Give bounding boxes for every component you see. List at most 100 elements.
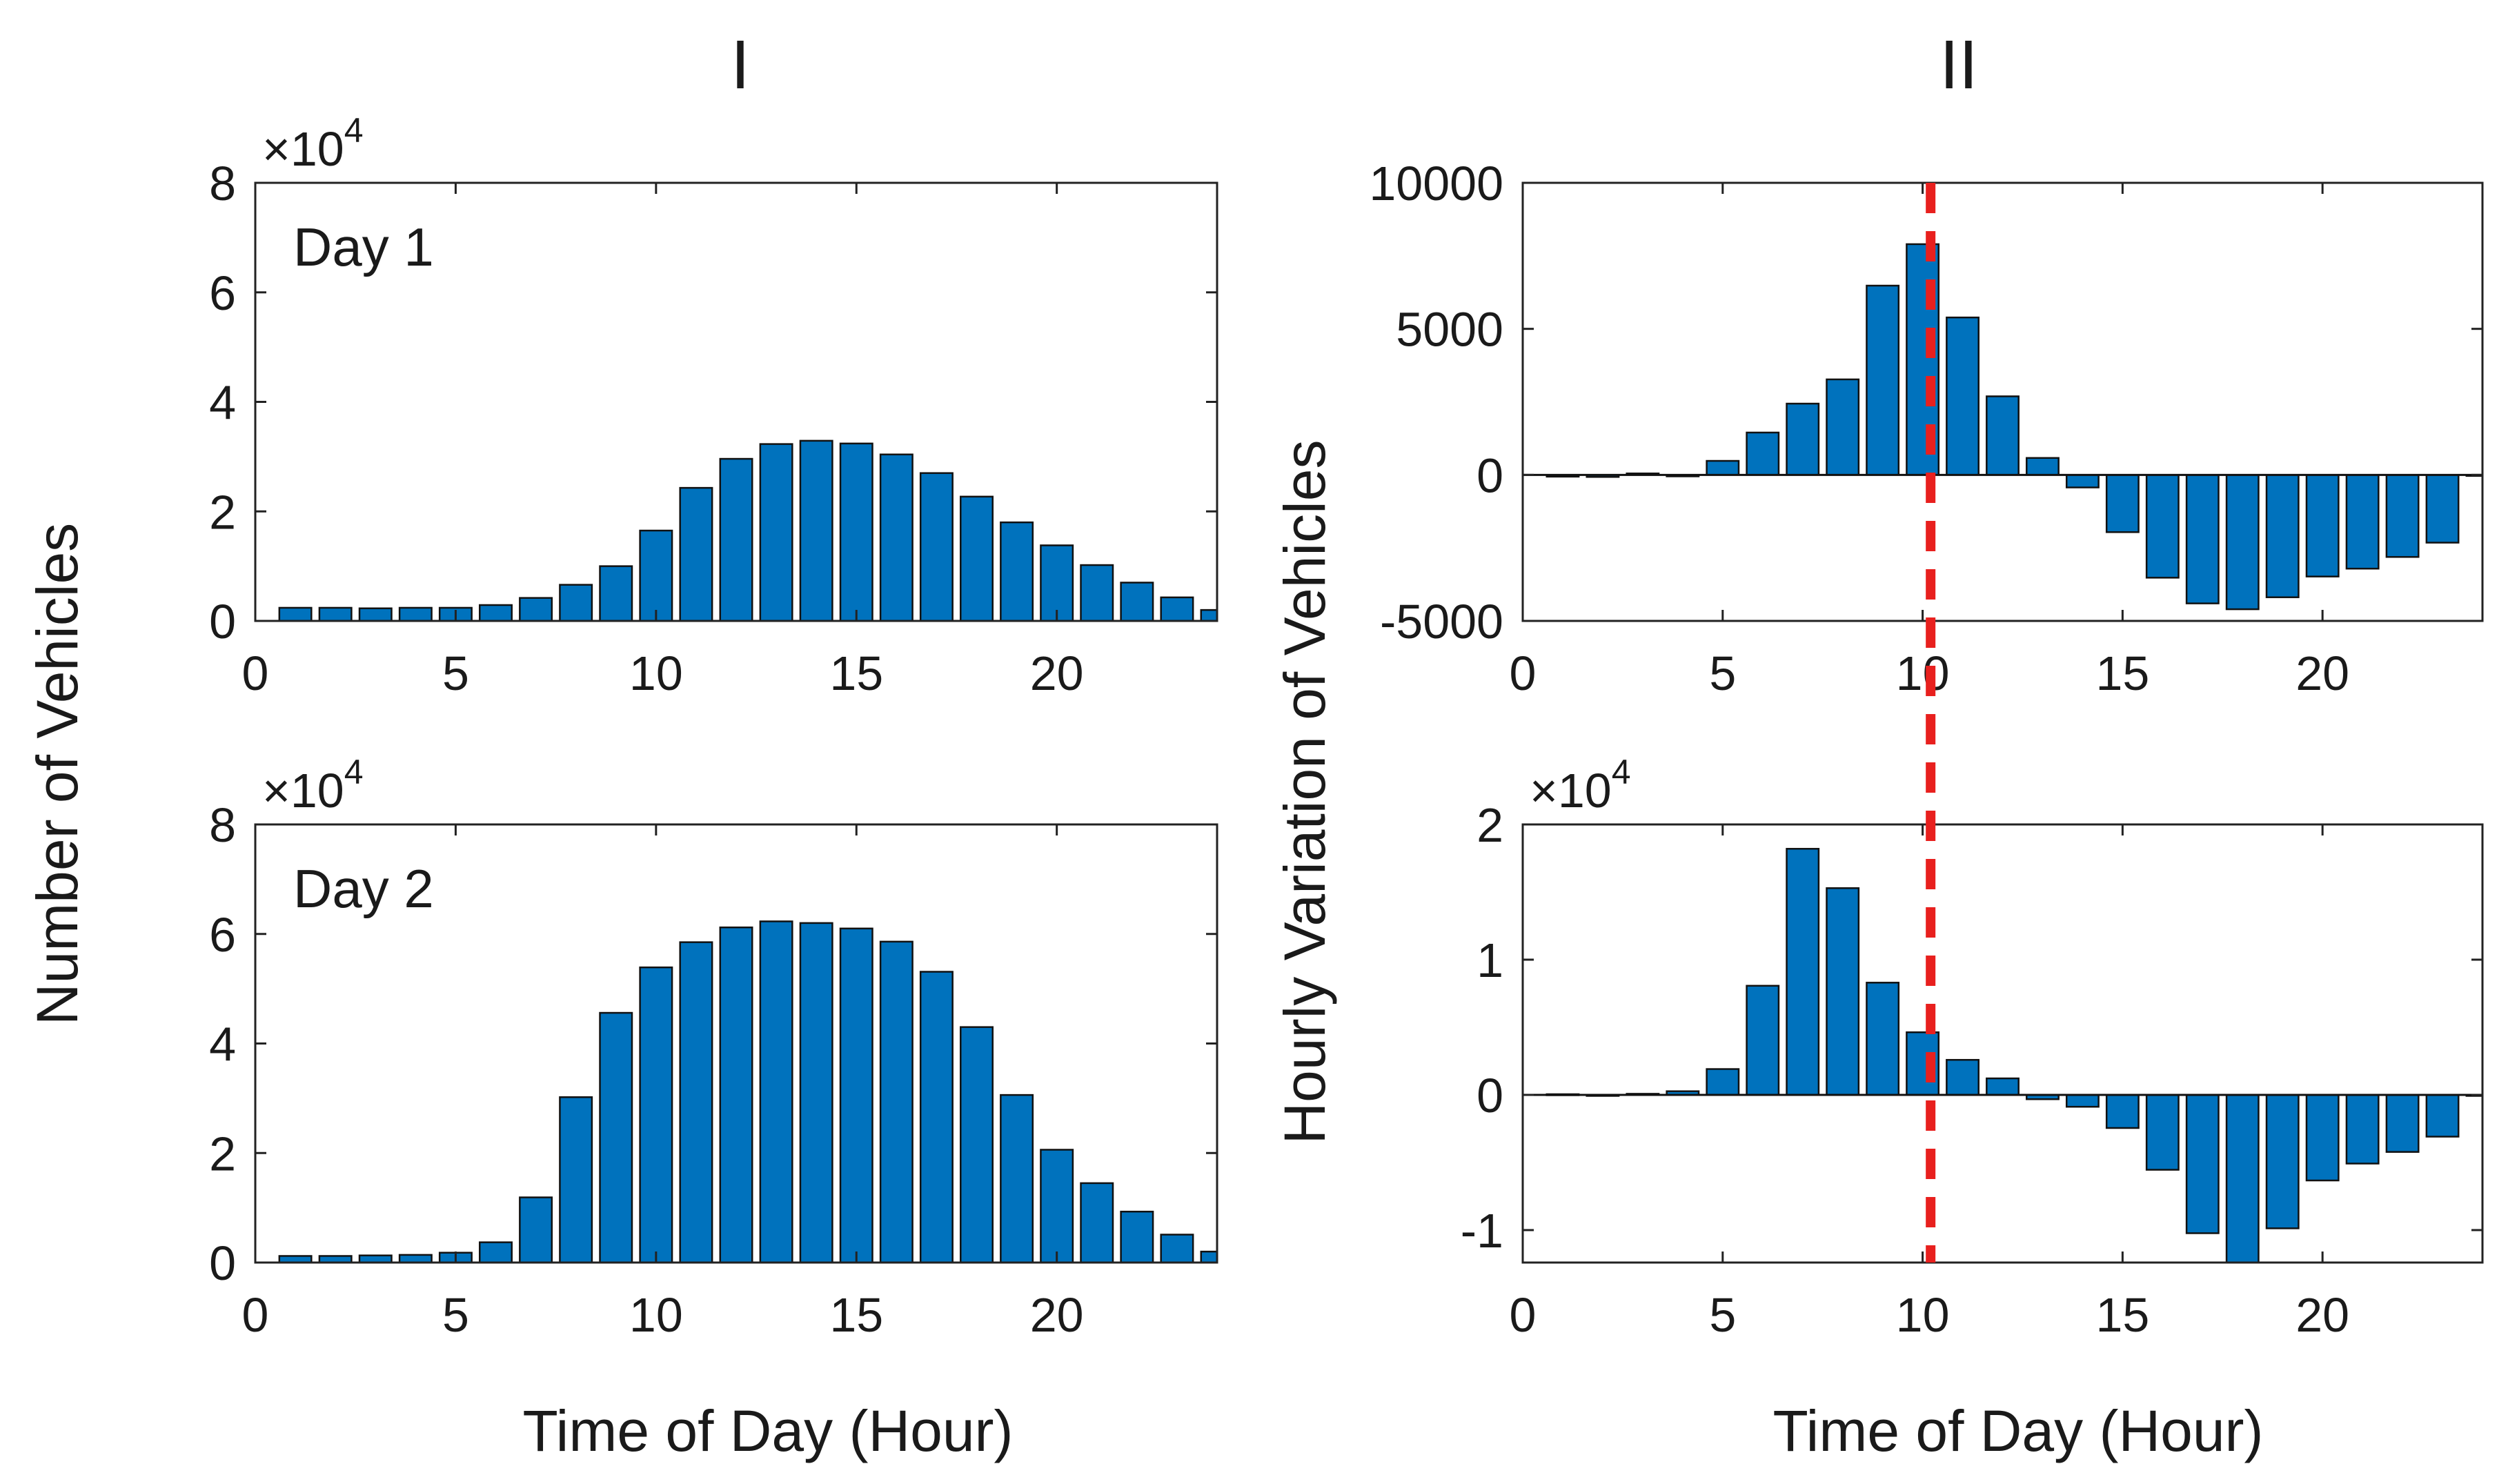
axes-frame — [1521, 823, 2484, 1264]
bar-hour-23 — [1160, 1234, 1194, 1263]
bar-hour-12 — [1986, 395, 2020, 476]
bar-hour-6 — [1746, 985, 1780, 1096]
x-tick-label: 10 — [1896, 646, 1950, 700]
x-tick-label: 15 — [2095, 1288, 2149, 1342]
y-tick-label: 8 — [209, 798, 236, 852]
bar-hour-6 — [1746, 431, 1780, 476]
xlabel-left: Time of Day (Hour) — [522, 1398, 1013, 1463]
bar-hour-14 — [2065, 474, 2100, 488]
bar-hour-5 — [1706, 459, 1740, 476]
bar-hour-12 — [719, 926, 753, 1263]
bar-hour-19 — [2265, 1094, 2300, 1229]
bar-hour-13 — [759, 920, 793, 1263]
bar-hour-2 — [318, 606, 353, 621]
bar-hour-17 — [2185, 1094, 2220, 1234]
bar-hour-1 — [278, 606, 313, 621]
bar-hour-9 — [599, 565, 633, 621]
bar-hour-7 — [1786, 848, 1820, 1096]
y-tick-label: 0 — [209, 1236, 236, 1290]
y-tick-label: 2 — [1477, 798, 1503, 852]
y-tick-label: 6 — [209, 266, 236, 320]
x-tick-label: 0 — [1510, 1288, 1537, 1342]
bar-hour-7 — [519, 1196, 553, 1263]
y-tick-label: 5000 — [1396, 303, 1503, 357]
bar-hour-3 — [358, 1254, 393, 1263]
bar-hour-15 — [2105, 1094, 2140, 1129]
column-title-ii: II — [1939, 26, 1978, 103]
x-tick-label: 10 — [629, 646, 683, 700]
y-tick-label: 1 — [1477, 933, 1503, 987]
bar-hour-18 — [960, 495, 994, 621]
y-tick-label: 0 — [209, 595, 236, 649]
bar-hour-18 — [2225, 1094, 2260, 1263]
bar-hour-3 — [358, 607, 393, 621]
y-exponent-power: 4 — [1612, 753, 1631, 791]
bar-hour-11 — [679, 941, 713, 1263]
y-tick-label: 0 — [1477, 1069, 1503, 1122]
bar-hour-22 — [2385, 474, 2420, 558]
bar-hour-24 — [1200, 1250, 1217, 1263]
bar-hour-16 — [2145, 474, 2180, 579]
y-tick-label: 0 — [1477, 448, 1503, 502]
plot-area — [1523, 824, 2482, 1263]
bar-hour-21 — [2345, 474, 2380, 570]
y-tick-label: 8 — [209, 157, 236, 210]
bar-hour-13 — [2026, 457, 2060, 476]
bar-hour-9 — [1866, 284, 1900, 476]
bar-hour-24 — [1200, 609, 1217, 621]
panel-annotation: Day 1 — [293, 217, 434, 277]
y-tick-label: 6 — [209, 908, 236, 962]
bar-hour-9 — [1866, 982, 1900, 1096]
x-tick-label: 10 — [1896, 1288, 1950, 1342]
ylabel-right: Hourly Variation of Vehicles — [1272, 440, 1337, 1145]
x-tick-label: 20 — [2295, 646, 2349, 700]
x-tick-label: 0 — [242, 1288, 269, 1342]
bar-hour-16 — [879, 453, 914, 621]
bar-hour-17 — [919, 971, 954, 1263]
bar-hour-14 — [2065, 1094, 2100, 1108]
bar-hour-21 — [1080, 1182, 1114, 1263]
bar-hour-7 — [519, 597, 553, 621]
bar-hour-5 — [1706, 1068, 1740, 1096]
x-tick-label: 5 — [1709, 1288, 1736, 1342]
bar-hour-14 — [799, 439, 833, 621]
bar-hour-21 — [1080, 564, 1114, 621]
bar-hour-20 — [1040, 544, 1074, 621]
y-tick-label: 2 — [209, 1127, 236, 1180]
column-title-i: I — [731, 26, 750, 103]
x-tick-label: 20 — [1030, 646, 1084, 700]
y-tick-label: 2 — [209, 485, 236, 539]
ylabel-left: Number of Vehicles — [25, 523, 90, 1025]
bar-hour-8 — [1826, 887, 1860, 1096]
bar-hour-8 — [559, 584, 593, 621]
bar-hour-7 — [1786, 402, 1820, 476]
bar-hour-22 — [1120, 1210, 1154, 1263]
bar-hour-21 — [2345, 1094, 2380, 1165]
bar-hour-8 — [559, 1096, 593, 1263]
y-exponent-label: ×104 — [262, 111, 364, 176]
bar-hour-23 — [1160, 596, 1194, 621]
bar-hour-19 — [2265, 474, 2300, 598]
x-tick-label: 5 — [442, 646, 469, 700]
y-exponent-power: 4 — [344, 111, 364, 150]
bar-hour-6 — [479, 1241, 513, 1263]
bar-hour-15 — [839, 927, 873, 1263]
bar-hour-4 — [398, 1254, 433, 1263]
x-tick-label: 5 — [442, 1288, 469, 1342]
bar-hour-9 — [599, 1011, 633, 1263]
y-tick-label: 4 — [209, 1018, 236, 1071]
x-tick-label: 5 — [1709, 646, 1736, 700]
bar-hour-4 — [398, 606, 433, 621]
x-tick-label: 15 — [829, 646, 883, 700]
x-tick-label: 20 — [2295, 1288, 2349, 1342]
x-tick-label: 15 — [2095, 646, 2149, 700]
bar-hour-20 — [1040, 1149, 1074, 1263]
bar-hour-15 — [2105, 474, 2140, 533]
y-tick-label: -1 — [1461, 1204, 1503, 1258]
bar-hour-22 — [1120, 582, 1154, 621]
axes-frame — [1521, 181, 2484, 622]
bar-series — [278, 920, 1217, 1263]
